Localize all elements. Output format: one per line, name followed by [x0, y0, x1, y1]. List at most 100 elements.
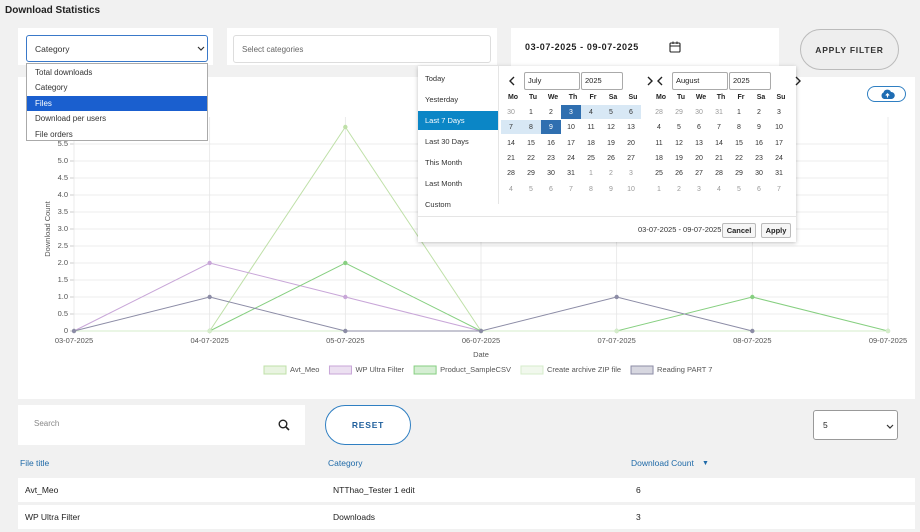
calendar-day[interactable]: 3 [689, 182, 709, 196]
calendar-day[interactable]: 4 [501, 182, 521, 196]
calendar-day[interactable]: 22 [521, 151, 541, 165]
calendar-day[interactable]: 27 [689, 166, 709, 180]
calendar-day[interactable]: 15 [521, 136, 541, 150]
calendar-day[interactable]: 20 [621, 136, 641, 150]
calendar-day[interactable]: 9 [749, 120, 769, 134]
calendar-day[interactable]: 21 [709, 151, 729, 165]
calendar-day[interactable]: 9 [541, 120, 561, 135]
apply-button[interactable]: Apply [761, 223, 791, 238]
calendar-day[interactable]: 30 [689, 105, 709, 119]
calendar-day[interactable]: 12 [601, 120, 621, 134]
calendar-day[interactable]: 5 [601, 105, 621, 119]
calendar-day[interactable]: 26 [669, 166, 689, 180]
calendar-day[interactable]: 10 [769, 120, 789, 134]
report-option[interactable]: File orders [27, 127, 207, 142]
calendar-day[interactable]: 5 [521, 182, 541, 196]
calendar-day[interactable]: 6 [749, 182, 769, 196]
month-select[interactable]: July [524, 72, 580, 90]
range-option[interactable]: Custom [418, 195, 498, 214]
calendar-day[interactable]: 8 [581, 182, 601, 196]
calendar-day[interactable]: 25 [581, 151, 601, 165]
calendar-day[interactable]: 6 [621, 105, 641, 119]
month-nav[interactable] [508, 76, 516, 86]
calendar-day[interactable]: 8 [729, 120, 749, 134]
calendar-day[interactable]: 1 [521, 105, 541, 119]
month-nav[interactable] [794, 76, 802, 86]
calendar-day[interactable]: 23 [749, 151, 769, 165]
month-select[interactable]: August [672, 72, 728, 90]
sort-icon[interactable]: ▼ [702, 460, 709, 467]
calendar-day[interactable]: 4 [709, 182, 729, 196]
calendar-day[interactable]: 4 [649, 120, 669, 134]
calendar-day[interactable]: 1 [729, 105, 749, 119]
reset-button[interactable]: RESET [325, 405, 411, 445]
calendar-day[interactable]: 13 [621, 120, 641, 134]
calendar-day[interactable]: 4 [581, 105, 601, 119]
calendar-day[interactable]: 29 [729, 166, 749, 180]
calendar-day[interactable]: 14 [709, 136, 729, 150]
calendar-day[interactable]: 5 [669, 120, 689, 134]
range-option[interactable]: Last 30 Days [418, 132, 498, 151]
calendar-day[interactable]: 15 [729, 136, 749, 150]
calendar-day[interactable]: 7 [561, 182, 581, 196]
apply-filter-button[interactable]: APPLY FILTER [800, 29, 899, 70]
calendar-day[interactable]: 16 [749, 136, 769, 150]
cancel-button[interactable]: Cancel [722, 223, 756, 238]
calendar-day[interactable]: 2 [669, 182, 689, 196]
calendar-day[interactable]: 2 [601, 166, 621, 180]
page-size-select[interactable]: 5 [813, 410, 898, 440]
calendar-day[interactable]: 25 [649, 166, 669, 180]
month-nav[interactable] [656, 76, 664, 86]
calendar-day[interactable]: 18 [581, 136, 601, 150]
year-select[interactable]: 2025 [729, 72, 771, 90]
report-option[interactable]: Files [27, 95, 207, 111]
calendar-day[interactable]: 28 [649, 105, 669, 119]
calendar-day[interactable]: 24 [561, 151, 581, 165]
calendar-day[interactable]: 7 [709, 120, 729, 134]
calendar-day[interactable]: 20 [689, 151, 709, 165]
calendar-day[interactable]: 22 [729, 151, 749, 165]
calendar-day[interactable]: 12 [669, 136, 689, 150]
calendar-day[interactable]: 3 [621, 166, 641, 180]
calendar-day[interactable]: 16 [541, 136, 561, 150]
calendar-day[interactable]: 17 [561, 136, 581, 150]
calendar-day[interactable]: 10 [621, 182, 641, 196]
calendar-day[interactable]: 7 [769, 182, 789, 196]
range-option[interactable]: Last 7 Days [418, 111, 498, 130]
report-option[interactable]: Category [27, 80, 207, 95]
category-input[interactable]: Select categories [233, 35, 491, 63]
report-option[interactable]: Download per users [27, 111, 207, 126]
calendar-day[interactable]: 30 [541, 166, 561, 180]
calendar-day[interactable]: 23 [541, 151, 561, 165]
calendar-day[interactable]: 31 [709, 105, 729, 119]
calendar-day[interactable]: 7 [501, 120, 521, 135]
range-option[interactable]: Today [418, 69, 498, 88]
range-option[interactable]: Last Month [418, 174, 498, 193]
calendar-day[interactable]: 31 [561, 166, 581, 180]
calendar-day[interactable]: 3 [561, 105, 581, 119]
calendar-day[interactable]: 2 [749, 105, 769, 119]
year-select[interactable]: 2025 [581, 72, 623, 90]
calendar-day[interactable]: 13 [689, 136, 709, 150]
calendar-day[interactable]: 18 [649, 151, 669, 165]
calendar-day[interactable]: 3 [769, 105, 789, 119]
calendar-day[interactable]: 30 [749, 166, 769, 180]
calendar-day[interactable]: 2 [541, 105, 561, 119]
calendar-day[interactable]: 10 [561, 120, 581, 134]
date-range-card[interactable]: 03-07-2025 - 09-07-2025 [511, 28, 779, 67]
calendar-day[interactable]: 1 [581, 166, 601, 180]
calendar-day[interactable]: 19 [669, 151, 689, 165]
calendar-day[interactable]: 1 [649, 182, 669, 196]
calendar-day[interactable]: 21 [501, 151, 521, 165]
calendar-day[interactable]: 8 [521, 120, 541, 135]
range-option[interactable]: This Month [418, 153, 498, 172]
calendar-day[interactable]: 6 [541, 182, 561, 196]
column-header[interactable]: File title [20, 458, 50, 468]
calendar-day[interactable]: 5 [729, 182, 749, 196]
report-option[interactable]: Total downloads [27, 65, 207, 80]
calendar-day[interactable]: 24 [769, 151, 789, 165]
month-nav[interactable] [646, 76, 654, 86]
calendar-day[interactable]: 19 [601, 136, 621, 150]
calendar-day[interactable]: 29 [521, 166, 541, 180]
calendar-day[interactable]: 11 [581, 120, 601, 134]
